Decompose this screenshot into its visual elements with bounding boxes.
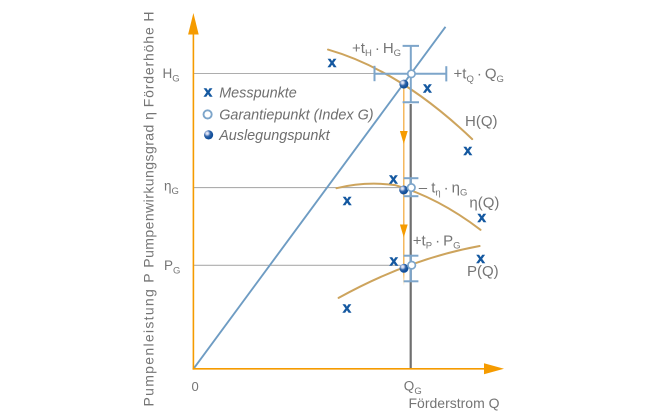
svg-text:Auslegungspunkt: Auslegungspunkt <box>218 128 330 144</box>
svg-text:H(Q): H(Q) <box>465 113 498 130</box>
svg-text:x: x <box>343 192 352 209</box>
svg-text:x: x <box>389 171 398 188</box>
svg-text:x: x <box>204 84 213 101</box>
svg-text:η(Q): η(Q) <box>469 195 499 212</box>
svg-text:x: x <box>423 80 432 97</box>
svg-text:Garantiepunkt (Index G): Garantiepunkt (Index G) <box>219 108 373 124</box>
svg-text:x: x <box>328 54 337 71</box>
svg-text:Förderstrom Q: Förderstrom Q <box>409 395 500 411</box>
svg-text:PG: PG <box>164 258 180 277</box>
svg-text:ηG: ηG <box>164 179 179 198</box>
svg-text:x: x <box>390 252 399 269</box>
svg-text:x: x <box>464 142 473 159</box>
svg-text:0: 0 <box>192 379 199 394</box>
svg-text:+tH · HG: +tH · HG <box>352 40 401 59</box>
svg-text:Messpunkte: Messpunkte <box>219 85 297 101</box>
svg-text:x: x <box>478 209 487 226</box>
svg-text:x: x <box>477 250 486 267</box>
svg-text:+tP · PG: +tP · PG <box>413 232 461 251</box>
svg-text:x: x <box>343 299 352 316</box>
svg-text:HG: HG <box>163 66 180 85</box>
svg-text:Pumpenleistung P Pumpenwirkung: Pumpenleistung P Pumpenwirkungsgrad η Fö… <box>141 11 157 407</box>
svg-text:– tη · ηG: – tη · ηG <box>419 179 468 198</box>
svg-text:P(Q): P(Q) <box>467 263 499 280</box>
svg-text:+tQ · QG: +tQ · QG <box>454 66 504 85</box>
